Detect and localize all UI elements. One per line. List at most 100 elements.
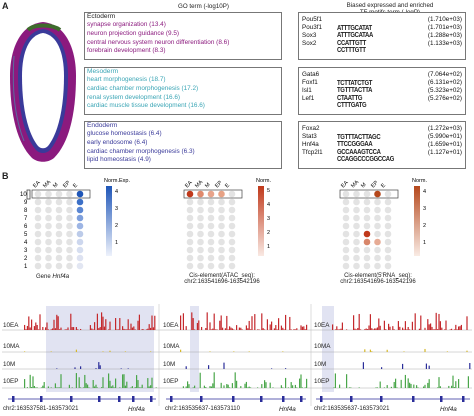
signal-bar [233, 351, 235, 352]
signal-bar [224, 328, 226, 330]
signal-bar [238, 327, 240, 330]
signal-bar [230, 327, 232, 330]
tf-value: (5.990e+01) [427, 133, 462, 141]
dot [228, 230, 236, 238]
go-box-ectoderm: Ectoderm synapse organization (13.4) neu… [84, 12, 282, 60]
signal-bar [47, 386, 49, 388]
signal-bar [198, 320, 200, 330]
col-label: MA [350, 179, 360, 189]
dot [45, 190, 52, 198]
signal-bar [400, 379, 402, 388]
dot [66, 254, 73, 262]
dot [353, 214, 360, 222]
signal-bar [141, 329, 143, 330]
signal-bar [35, 387, 37, 388]
signal-bar [389, 326, 391, 330]
signal-bar [402, 327, 404, 330]
signal-bar [414, 313, 416, 330]
signal-bar [240, 327, 242, 330]
signal-bar [449, 329, 451, 330]
dot [363, 238, 371, 246]
signal-bar [29, 374, 31, 388]
signal-bar [337, 329, 339, 330]
dot [34, 230, 42, 238]
exon [380, 396, 383, 402]
dot [186, 254, 194, 262]
dot [55, 206, 63, 214]
signal-bar [208, 365, 210, 369]
signal-bar [451, 328, 453, 330]
tf-name: Foxf1 [302, 79, 318, 87]
signal-bar [109, 321, 111, 330]
col-labels: EA MA M EP E [32, 179, 79, 189]
signal-bar [105, 319, 107, 330]
dot [76, 254, 84, 262]
dot [374, 214, 381, 222]
signal-bar [354, 328, 356, 330]
dot [218, 254, 225, 262]
dot [55, 190, 63, 198]
signal-bar [210, 329, 212, 330]
exon [440, 396, 443, 402]
signal-bar [108, 329, 110, 330]
signal-bar [75, 373, 77, 388]
dot-grid [342, 190, 392, 270]
signal-bar [296, 387, 298, 388]
signal-bar [59, 387, 61, 388]
go-term: cardiac chamber morphogenesis (17.2) [87, 84, 199, 92]
signal-bar [122, 374, 124, 388]
dot [76, 214, 84, 222]
dotplot-gene-svg: EA MA M EP E 10 9 8 7 6 5 4 3 2 1 Norm.E… [20, 178, 130, 270]
dot [374, 230, 381, 238]
dot [207, 222, 215, 230]
dotplot-caption: Cis-element(ATAC_seq): chr2:163541696-16… [184, 273, 260, 285]
dot [45, 206, 52, 214]
signal-bar [280, 325, 282, 330]
signal-bar [439, 321, 441, 330]
signal-bar [390, 386, 392, 388]
col-label: E [380, 182, 387, 189]
signal-bar [213, 313, 215, 330]
legend-tick: 3 [115, 206, 118, 212]
signal-bar [192, 318, 194, 330]
motif-logo: ATTTGCATAT [337, 24, 372, 32]
signal-bar [383, 320, 385, 330]
signal-bar [434, 329, 436, 330]
signal-bar [407, 326, 409, 330]
tf-value: (6.131e+02) [427, 79, 462, 87]
signal-bar [54, 328, 56, 330]
dot [353, 206, 360, 214]
track-label: 10MA [163, 343, 180, 350]
go-term: cardiac muscle tissue development (16.6) [87, 102, 205, 110]
legend-tick: 5 [267, 188, 270, 194]
signal-bar [182, 313, 184, 330]
signal-bar [290, 382, 292, 388]
signal-bar [64, 329, 66, 330]
dot [384, 222, 392, 230]
dot [45, 254, 52, 262]
signal-bar [364, 329, 366, 330]
signal-bar [333, 387, 335, 388]
dot [363, 206, 371, 214]
signal-bar [201, 326, 203, 330]
signal-bar [428, 365, 430, 369]
track-label: 10EP [314, 378, 330, 385]
signal-bar [371, 328, 373, 330]
layer-title: Endoderm [87, 122, 118, 129]
dot [363, 190, 371, 198]
signal-bar [56, 387, 58, 388]
track-label: 10EP [3, 378, 19, 385]
signal-bar [209, 322, 211, 330]
signal-bar [185, 386, 187, 388]
go-box-endoderm: Endoderm glucose homeostasis (6.4) early… [84, 121, 282, 169]
dot [76, 262, 84, 270]
exon [150, 396, 153, 402]
track-label: 10M [3, 361, 16, 368]
coord-label: chr2:163535637-163573021 [314, 406, 390, 412]
col-labels: EA MA M EP E [184, 179, 231, 189]
dot [45, 262, 52, 270]
signal-bar [188, 384, 190, 388]
dot [363, 222, 371, 230]
exons [12, 396, 465, 402]
go-term: synapse organization (13.4) [87, 21, 166, 28]
